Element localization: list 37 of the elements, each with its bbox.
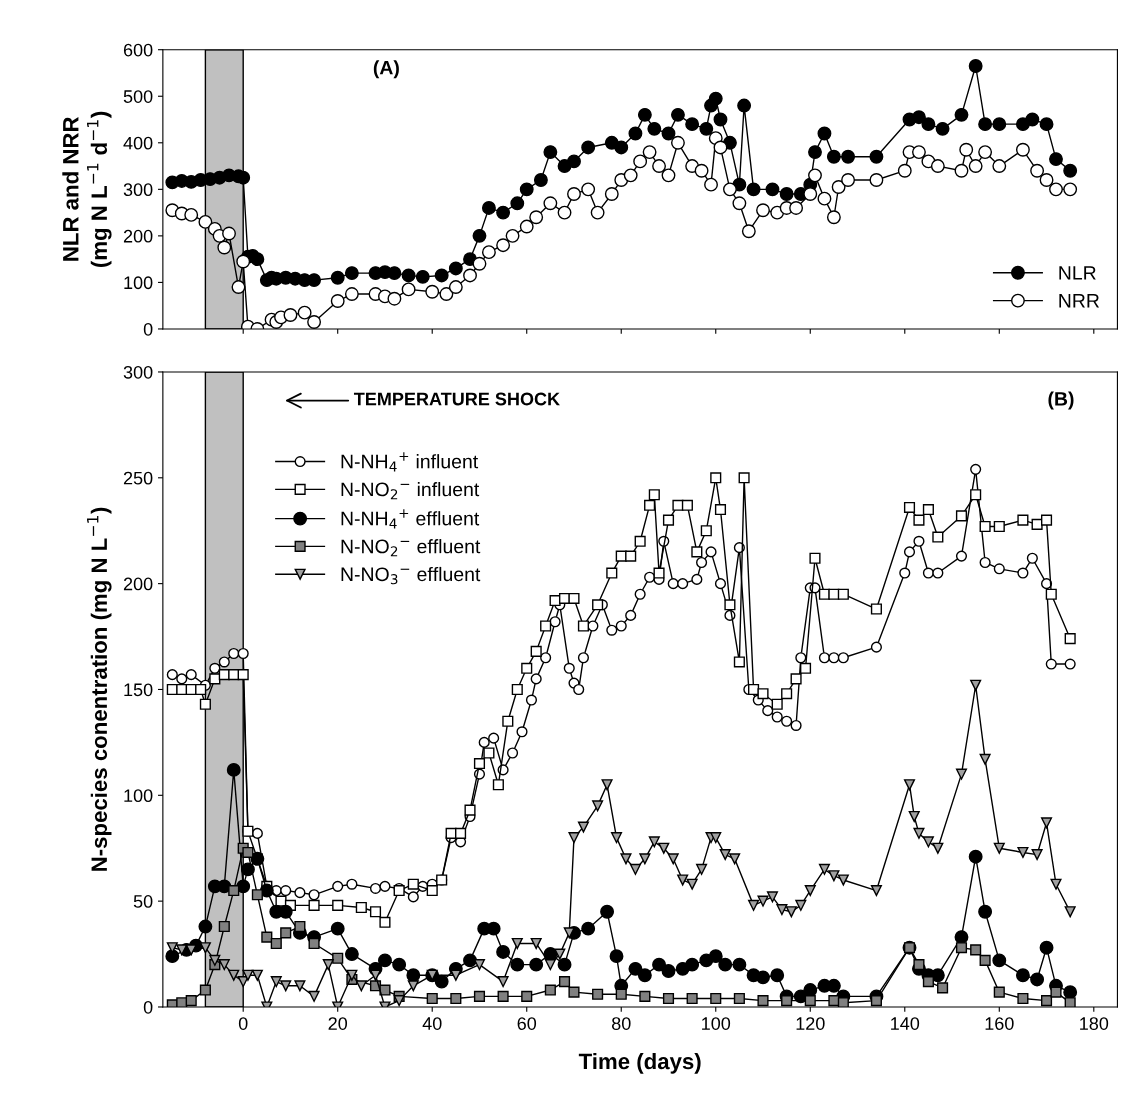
y-tick-label: 300: [123, 365, 153, 379]
x-tick-label: 160: [985, 1017, 1014, 1030]
legend-label: N-NO$_{2}$$^{−}$ effluent: [341, 539, 481, 557]
y-tick-label: 250: [123, 471, 153, 485]
y-tick-label: 150: [124, 683, 153, 697]
annotation: TEMPERATURE SHOCK: [353, 392, 560, 406]
x-tick-label: 120: [796, 1017, 825, 1030]
y-tick-label: 50: [133, 895, 153, 908]
annotation: (A): [373, 60, 399, 79]
y-tick-label: 0: [143, 1000, 153, 1014]
y-axis-title: N-species conentration (mg N L$^{−1}$): [87, 507, 112, 871]
y-tick-label: 500: [123, 90, 153, 103]
y-tick-label: 100: [124, 789, 153, 803]
y-axis-title: NLR and NRR (mg N L$^{−1}$ d$^{−1}$): [62, 111, 112, 267]
y-tick-label: 0: [143, 322, 153, 336]
x-tick-label: 80: [611, 1017, 631, 1030]
y-tick-label: 200: [123, 577, 153, 591]
x-tick-label: 0: [238, 1017, 248, 1030]
y-tick-label: 600: [123, 43, 153, 57]
legend-label: NRR: [1059, 294, 1100, 308]
x-tick-label: 60: [517, 1017, 537, 1030]
y-tick-label: 100: [124, 276, 153, 290]
x-tick-label: 40: [422, 1017, 442, 1030]
legend-label: N-NH$_{4}$$^{+}$ influent: [341, 452, 479, 472]
x-tick-label: 20: [328, 1017, 348, 1030]
legend-label: N-NO$_{2}$$^{−}$ influent: [341, 482, 480, 500]
y-tick-label: 300: [123, 183, 153, 197]
y-tick-label: 200: [123, 229, 153, 243]
x-tick-label: 100: [702, 1017, 731, 1030]
y-tick-label: 400: [123, 136, 153, 150]
x-tick-label: 140: [891, 1017, 920, 1030]
legend-label: N-NO$_{3}$$^{−}$ effluent: [341, 566, 481, 585]
legend-label: NLR: [1059, 266, 1096, 280]
annotation: (B): [1048, 391, 1074, 410]
x-axis-title: Time (days): [578, 1052, 701, 1074]
x-tick-label: 180: [1080, 1017, 1109, 1030]
legend-label: N-NH$_{4}$$^{+}$ effluent: [341, 509, 480, 529]
